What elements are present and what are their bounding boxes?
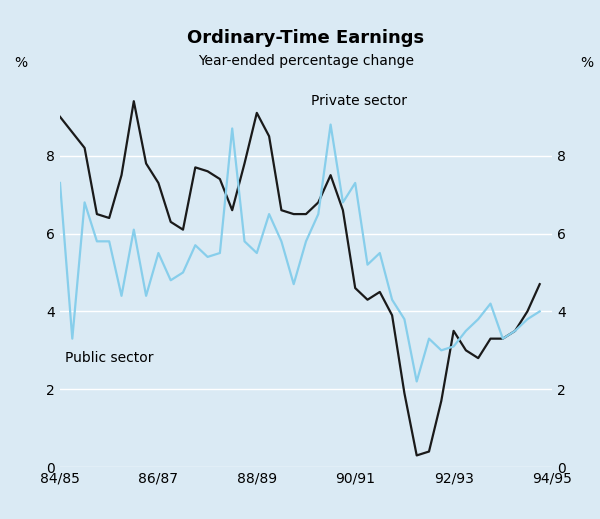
Text: %: % [14, 56, 27, 70]
Text: %: % [580, 56, 593, 70]
Text: Public sector: Public sector [65, 351, 154, 365]
Text: Year-ended percentage change: Year-ended percentage change [198, 54, 414, 68]
Text: Ordinary-Time Earnings: Ordinary-Time Earnings [187, 29, 425, 47]
Text: Private sector: Private sector [311, 94, 407, 108]
